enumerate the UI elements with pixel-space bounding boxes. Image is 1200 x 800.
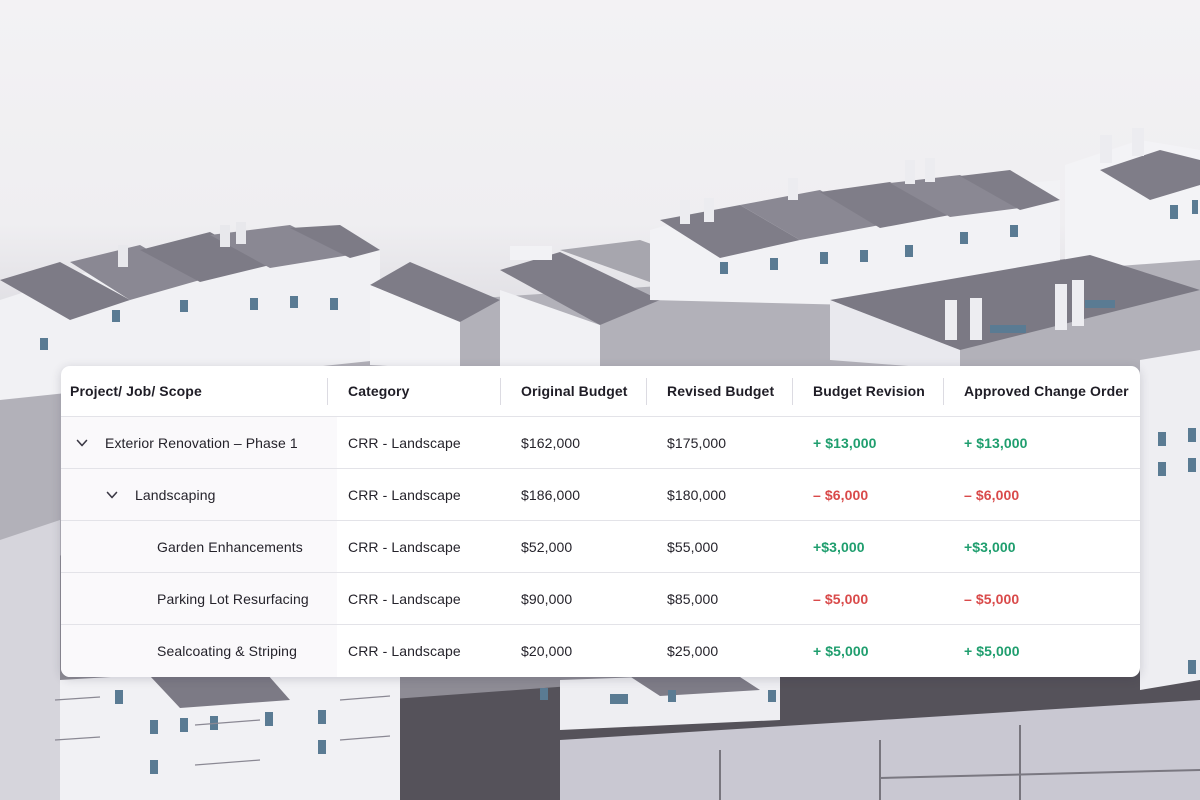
- table-row[interactable]: Parking Lot Resurfacing CRR - Landscape …: [61, 573, 1140, 625]
- original-budget-cell: $162,000: [521, 434, 581, 451]
- revised-budget-cell: $175,000: [667, 434, 727, 451]
- revised-budget-cell: $85,000: [667, 590, 719, 607]
- approved-change-order-cell: – $6,000: [964, 486, 1020, 503]
- table-row[interactable]: Landscaping CRR - Landscape $186,000 $18…: [61, 469, 1140, 521]
- header-budget-revision[interactable]: Budget Revision: [813, 383, 925, 399]
- revised-budget-cell: $180,000: [667, 486, 727, 503]
- budget-revision-cell: – $6,000: [813, 486, 869, 503]
- category-cell: CRR - Landscape: [348, 486, 461, 503]
- category-cell: CRR - Landscape: [348, 434, 461, 451]
- budget-revision-cell: + $13,000: [813, 434, 877, 451]
- column-divider[interactable]: [792, 378, 793, 405]
- scope-label: Sealcoating & Striping: [157, 643, 297, 659]
- column-divider[interactable]: [646, 378, 647, 405]
- scope-cell: Parking Lot Resurfacing: [61, 573, 337, 624]
- revised-budget-cell: $55,000: [667, 538, 719, 555]
- scope-cell-bg: [61, 573, 337, 624]
- budget-revision-cell: +$3,000: [813, 538, 865, 555]
- table-row[interactable]: Garden Enhancements CRR - Landscape $52,…: [61, 521, 1140, 573]
- table-row[interactable]: Sealcoating & Striping CRR - Landscape $…: [61, 625, 1140, 677]
- scope-label: Landscaping: [135, 486, 216, 503]
- approved-change-order-cell: + $5,000: [964, 643, 1020, 659]
- column-divider[interactable]: [327, 378, 328, 405]
- scope-cell: Garden Enhancements: [61, 521, 337, 572]
- table-row[interactable]: Exterior Renovation – Phase 1 CRR - Land…: [61, 417, 1140, 469]
- approved-change-order-cell: +$3,000: [964, 538, 1016, 555]
- scope-label: Parking Lot Resurfacing: [157, 590, 309, 607]
- scope-label: Garden Enhancements: [157, 538, 303, 555]
- column-divider[interactable]: [500, 378, 501, 405]
- table-header-row: Project/ Job/ Scope Category Original Bu…: [61, 366, 1140, 417]
- category-cell: CRR - Landscape: [348, 538, 461, 555]
- scope-cell-bg: [61, 625, 337, 677]
- scope-cell-bg: [61, 469, 337, 520]
- original-budget-cell: $90,000: [521, 590, 573, 607]
- header-approved-change-order[interactable]: Approved Change Order: [964, 383, 1129, 399]
- budget-table: Project/ Job/ Scope Category Original Bu…: [61, 366, 1140, 677]
- original-budget-cell: $52,000: [521, 538, 573, 555]
- original-budget-cell: $186,000: [521, 486, 581, 503]
- chevron-down-icon[interactable]: [73, 434, 91, 452]
- scope-cell-bg: [61, 521, 337, 572]
- category-cell: CRR - Landscape: [348, 643, 461, 659]
- column-divider[interactable]: [943, 378, 944, 405]
- scope-cell: Landscaping: [61, 469, 337, 520]
- header-category[interactable]: Category: [348, 383, 410, 399]
- approved-change-order-cell: – $5,000: [964, 590, 1020, 607]
- scope-cell-bg: [61, 417, 337, 468]
- approved-change-order-cell: + $13,000: [964, 434, 1028, 451]
- budget-revision-cell: + $5,000: [813, 643, 869, 659]
- revised-budget-cell: $25,000: [667, 643, 719, 659]
- header-scope[interactable]: Project/ Job/ Scope: [70, 383, 202, 399]
- budget-revision-cell: – $5,000: [813, 590, 869, 607]
- scope-label: Exterior Renovation – Phase 1: [105, 434, 298, 451]
- header-original-budget[interactable]: Original Budget: [521, 383, 628, 399]
- category-cell: CRR - Landscape: [348, 590, 461, 607]
- scope-cell: Exterior Renovation – Phase 1: [61, 417, 337, 468]
- header-revised-budget[interactable]: Revised Budget: [667, 383, 775, 399]
- original-budget-cell: $20,000: [521, 643, 573, 659]
- scope-cell: Sealcoating & Striping: [61, 625, 337, 677]
- chevron-down-icon[interactable]: [103, 486, 121, 504]
